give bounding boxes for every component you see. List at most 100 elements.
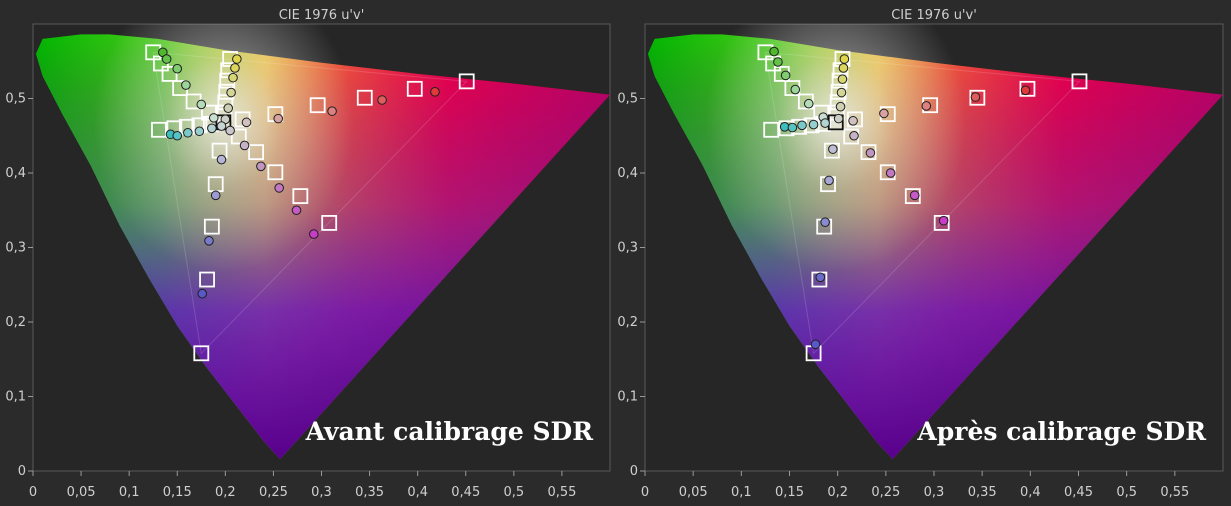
measured-point-blue — [210, 190, 221, 201]
target-square — [248, 144, 265, 161]
target-square — [201, 104, 217, 121]
measured-point-magenta — [938, 215, 949, 226]
y-tick-label: 0,2 — [5, 315, 26, 330]
measured-point-red — [970, 92, 981, 102]
measured-point-red — [327, 106, 337, 116]
locus-shade — [35, 34, 610, 460]
x-tick-label: 0,35 — [355, 485, 384, 500]
x-tick-label: 0,35 — [968, 485, 997, 500]
measured-point-magenta — [309, 229, 319, 239]
measured-point-blue — [204, 235, 214, 246]
measured-point-cyan — [797, 120, 807, 131]
y-tick-label: 0,2 — [617, 315, 638, 330]
measured-point-yellow — [838, 63, 849, 73]
target-square — [193, 345, 210, 362]
x-tick-label: 0,3 — [924, 485, 945, 500]
x-tick-label: 0,45 — [1064, 485, 1093, 500]
measured-point-green — [181, 80, 191, 90]
measured-point-blue — [820, 217, 830, 227]
target-square — [309, 97, 326, 114]
measured-point-blue — [824, 175, 834, 186]
gamut-triangle — [152, 51, 468, 355]
x-tick-label: 0,4 — [1020, 485, 1041, 500]
target-square — [811, 271, 828, 288]
measured-point-cyan — [172, 130, 183, 141]
x-tick-label: 0,1 — [731, 485, 752, 500]
calibration-caption: Avant calibrage SDR — [305, 417, 594, 446]
measured-point-yellow — [232, 54, 242, 64]
measured-point-blue — [216, 154, 227, 165]
target-square — [847, 111, 863, 128]
measured-point-magenta — [225, 125, 235, 136]
y-tick-label: 0,5 — [5, 92, 26, 107]
target-square — [969, 89, 986, 106]
chart-title: CIE 1976 u'v' — [279, 8, 365, 23]
measured-point-yellow — [228, 72, 238, 83]
locus-shade — [647, 34, 1223, 460]
measured-point-cyan — [207, 123, 217, 134]
x-tick-label: 0,25 — [871, 485, 900, 500]
measured-point-green — [803, 98, 814, 109]
measured-point-cyan — [820, 118, 830, 128]
y-tick-label: 0 — [18, 464, 26, 479]
measured-point-red — [879, 108, 889, 119]
target-square — [161, 66, 178, 82]
measured-point-green — [769, 46, 779, 57]
x-tick-label: 0,5 — [503, 485, 524, 500]
target-square — [904, 188, 921, 204]
measured-point-blue — [197, 288, 208, 299]
x-tick-label: 0,45 — [451, 485, 480, 500]
y-tick-label: 0,5 — [617, 92, 638, 107]
x-tick-label: 0,05 — [67, 485, 96, 500]
x-tick-label: 0 — [641, 485, 649, 500]
measured-point-magenta — [849, 130, 859, 141]
chart-panel-1: CIE 1976 u'v' 0 0,05 0,1 0,15 0,2 0,25 0,3 0,35 0… — [5, 8, 611, 500]
x-tick-label: 0,55 — [1160, 485, 1189, 500]
target-square — [151, 121, 167, 138]
measured-point-green — [172, 63, 183, 74]
x-tick-label: 0,2 — [827, 485, 848, 500]
target-square — [292, 188, 309, 204]
chart-title: CIE 1976 u'v' — [891, 8, 977, 23]
x-tick-label: 0,1 — [119, 485, 140, 500]
target-square — [356, 89, 373, 106]
target-square — [267, 164, 284, 181]
measured-point-blue — [815, 272, 826, 283]
measured-point-green — [161, 54, 172, 64]
x-tick-label: 0,55 — [547, 485, 576, 500]
measured-point-magenta — [274, 183, 284, 193]
y-tick-label: 0,1 — [617, 390, 638, 405]
measured-point-yellow — [837, 74, 848, 84]
measured-point-red — [377, 95, 387, 105]
measured-point-green — [208, 113, 219, 123]
y-tick-label: 0,1 — [5, 390, 26, 405]
measured-point-cyan — [183, 127, 193, 138]
x-tick-label: 0,2 — [215, 485, 236, 500]
x-tick-label: 0,15 — [775, 485, 804, 500]
measured-point-red — [430, 86, 440, 97]
y-tick-label: 0,3 — [617, 241, 638, 256]
measured-point-magenta — [239, 140, 250, 151]
measured-point-magenta — [256, 161, 266, 172]
measured-point-blue — [810, 339, 821, 350]
x-tick-label: 0,05 — [679, 485, 708, 500]
y-tick-label: 0 — [630, 464, 638, 479]
target-square — [321, 215, 338, 231]
target-square — [199, 271, 215, 288]
target-square — [458, 73, 475, 90]
measured-point-yellow — [230, 63, 240, 73]
measured-point-yellow — [226, 87, 236, 98]
measured-point-yellow — [833, 113, 844, 124]
measured-point-blue — [828, 144, 838, 154]
measured-point-yellow — [223, 103, 234, 113]
target-square — [860, 144, 877, 161]
measured-point-yellow — [836, 87, 847, 98]
x-tick-label: 0,5 — [1116, 485, 1137, 500]
measured-point-red — [848, 116, 858, 126]
calibration-caption: Après calibrage SDR — [916, 417, 1206, 446]
target-square — [823, 142, 840, 159]
measured-point-red — [1020, 85, 1031, 96]
target-square — [763, 121, 780, 138]
x-tick-label: 0,4 — [407, 485, 428, 500]
